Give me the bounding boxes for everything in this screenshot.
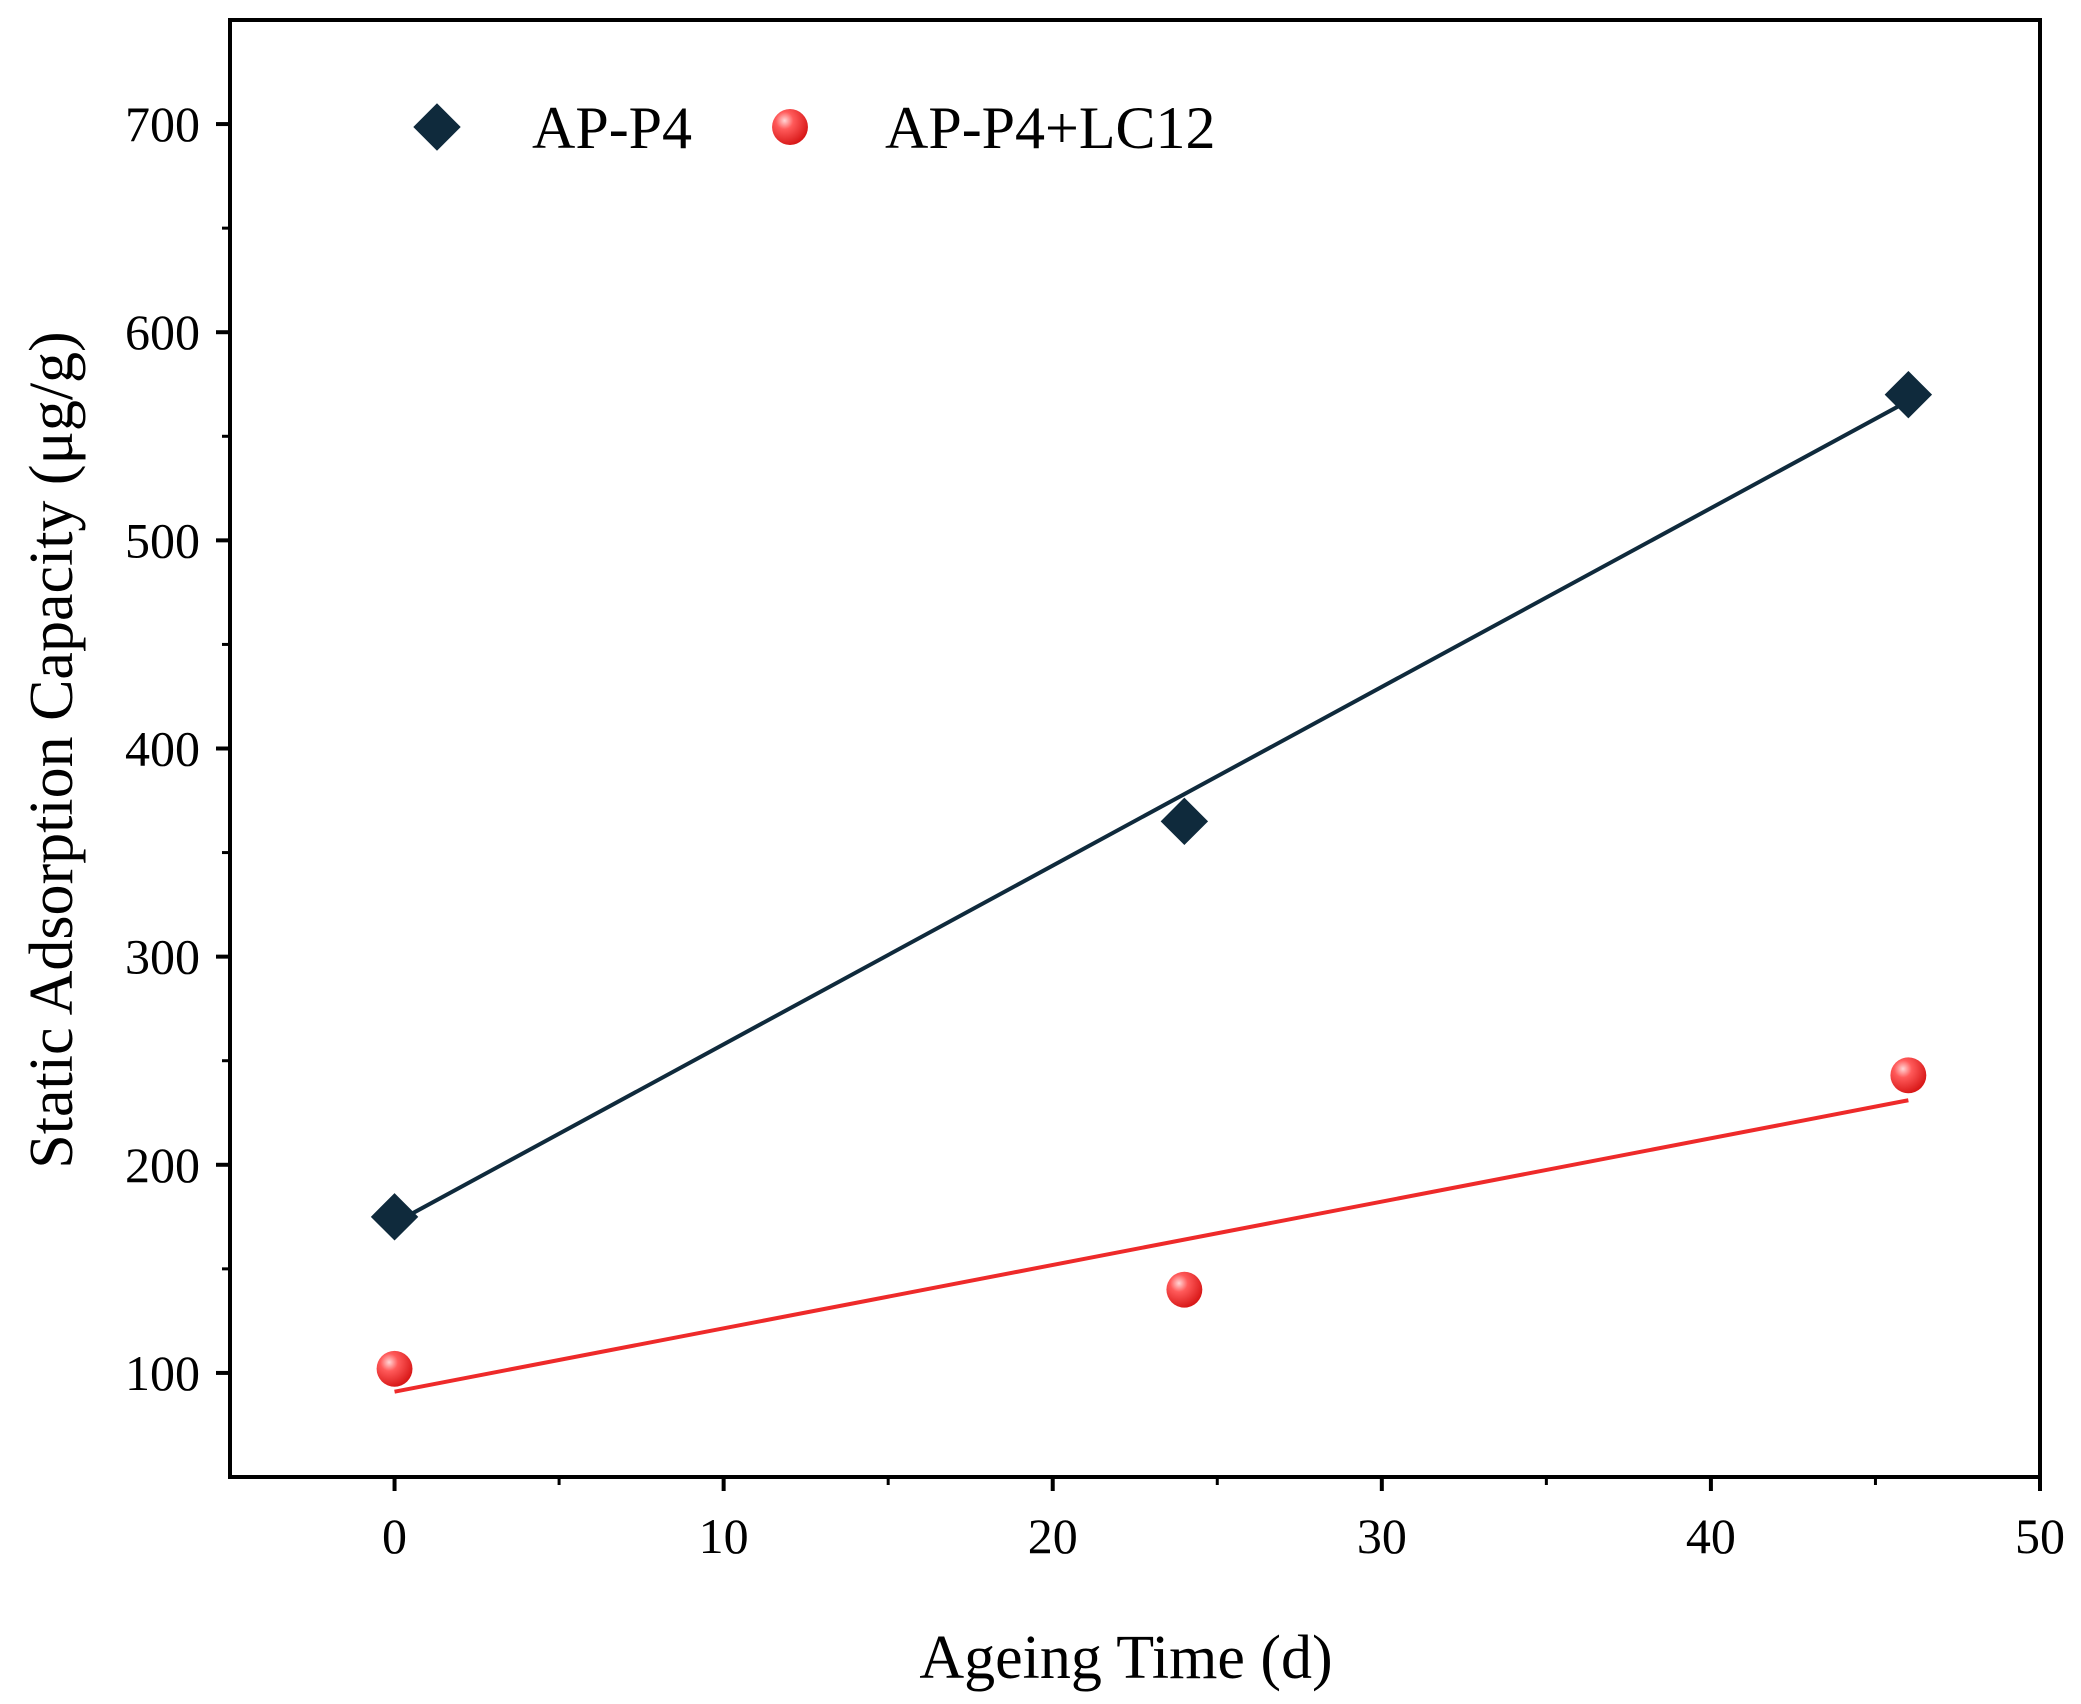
data-point-ap-p4-lc12 <box>376 1350 413 1387</box>
x-tick-label: 20 <box>1028 1508 1078 1564</box>
data-point-ap-p4-lc12 <box>1166 1271 1203 1308</box>
x-axis-title: Ageing Time (d) <box>919 1624 1332 1692</box>
x-tick-label: 50 <box>2015 1508 2065 1564</box>
legend: AP-P4 AP-P4+LC12 <box>413 95 1216 161</box>
x-tick-label: 10 <box>699 1508 749 1564</box>
x-tick-label: 30 <box>1357 1508 1407 1564</box>
fit-line-ap-p4-lc12 <box>394 1098 1909 1394</box>
y-tick-label: 700 <box>125 96 200 152</box>
y-tick-label: 100 <box>125 1345 200 1401</box>
y-tick-label: 200 <box>125 1137 200 1193</box>
y-tick-label: 600 <box>125 304 200 360</box>
fit-lines <box>393 399 1910 1394</box>
data-point-ap-p4 <box>1884 370 1933 419</box>
y-axis-title: Static Adsorption Capacity (μg/g) <box>18 331 86 1168</box>
y-tick-label: 400 <box>125 721 200 777</box>
x-tick-label: 40 <box>1686 1508 1736 1564</box>
data-markers <box>370 370 1933 1387</box>
legend-marker-ap-p4-lc12 <box>772 109 808 145</box>
data-point-ap-p4 <box>370 1193 419 1241</box>
fit-line-ap-p4 <box>393 399 1910 1225</box>
data-point-ap-p4-lc12 <box>1890 1057 1927 1094</box>
data-point-ap-p4 <box>1160 797 1209 846</box>
plot-frame <box>228 18 2042 1479</box>
y-tick-label: 300 <box>125 929 200 985</box>
legend-label-ap-p4: AP-P4 <box>532 95 692 161</box>
x-tick-label: 0 <box>382 1508 407 1564</box>
legend-marker-ap-p4 <box>413 103 461 151</box>
legend-label-ap-p4-lc12: AP-P4+LC12 <box>885 95 1216 161</box>
y-tick-label: 500 <box>125 512 200 568</box>
axes: 0 10 20 30 40 50 100 200 300 400 500 600 700 <box>125 18 2065 1564</box>
